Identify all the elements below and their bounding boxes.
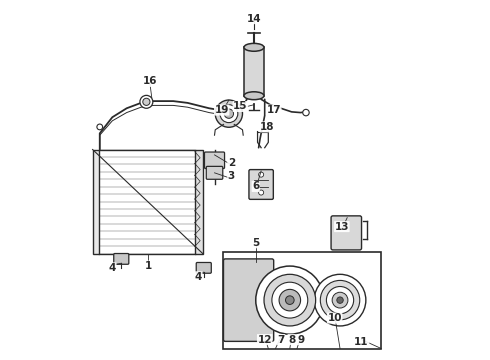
Text: 11: 11 — [354, 337, 369, 347]
Text: 12: 12 — [257, 334, 272, 345]
Text: 15: 15 — [233, 102, 247, 112]
Text: 14: 14 — [246, 14, 261, 24]
Text: 9: 9 — [297, 334, 304, 345]
Ellipse shape — [244, 92, 264, 100]
Bar — [244, 47, 264, 96]
Text: 3: 3 — [228, 171, 235, 181]
Circle shape — [264, 274, 316, 326]
Circle shape — [286, 296, 294, 305]
Text: 6: 6 — [252, 181, 259, 192]
Text: 4: 4 — [109, 263, 116, 273]
Ellipse shape — [244, 43, 264, 51]
Text: 19: 19 — [215, 105, 229, 115]
Text: 13: 13 — [335, 222, 349, 231]
FancyBboxPatch shape — [204, 152, 224, 168]
Circle shape — [259, 172, 264, 177]
Circle shape — [143, 98, 150, 105]
Circle shape — [272, 282, 308, 318]
Text: 17: 17 — [267, 105, 281, 115]
Text: 5: 5 — [252, 238, 259, 248]
Circle shape — [279, 289, 300, 311]
Circle shape — [320, 280, 360, 320]
FancyBboxPatch shape — [223, 259, 274, 341]
Circle shape — [224, 109, 234, 118]
Circle shape — [259, 190, 264, 195]
Circle shape — [140, 95, 153, 108]
Text: 18: 18 — [260, 122, 274, 132]
Circle shape — [97, 124, 102, 130]
FancyBboxPatch shape — [114, 253, 129, 264]
Bar — [93, 149, 99, 253]
Text: 10: 10 — [327, 313, 342, 323]
Circle shape — [337, 297, 343, 303]
Circle shape — [326, 287, 354, 314]
Text: 4: 4 — [195, 272, 202, 282]
Circle shape — [256, 266, 324, 334]
Text: 16: 16 — [143, 76, 157, 86]
Circle shape — [303, 109, 309, 116]
Text: 1: 1 — [145, 261, 152, 271]
Text: 2: 2 — [228, 158, 235, 168]
Bar — [195, 149, 203, 253]
Text: 7: 7 — [277, 334, 285, 345]
Circle shape — [215, 100, 243, 127]
FancyBboxPatch shape — [249, 170, 273, 199]
Bar — [223, 252, 381, 348]
FancyBboxPatch shape — [196, 262, 211, 273]
Circle shape — [220, 105, 238, 123]
Circle shape — [314, 274, 366, 326]
Text: 8: 8 — [288, 334, 295, 345]
FancyBboxPatch shape — [206, 166, 223, 179]
Circle shape — [332, 292, 348, 308]
FancyBboxPatch shape — [331, 216, 362, 250]
